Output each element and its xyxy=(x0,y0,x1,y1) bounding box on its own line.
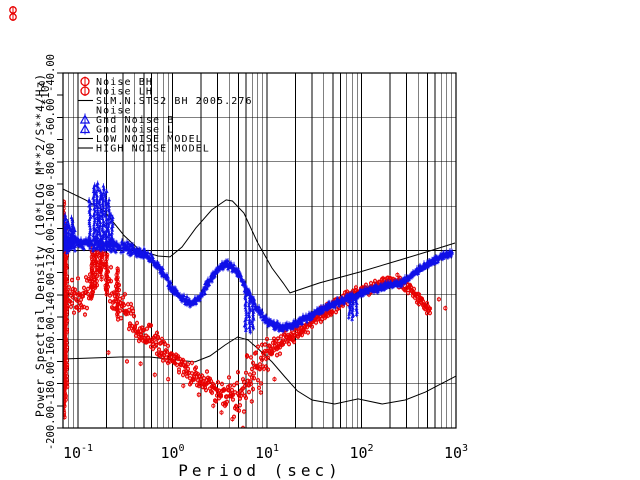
x-tick-label: 101 xyxy=(255,443,279,462)
legend-label-noise-bh: Noise BH xyxy=(96,77,153,88)
x-axis-title: Period (sec) xyxy=(178,461,342,480)
legend: Noise BH Noise LH SLM.N.STS2 BH 2005.276… xyxy=(78,76,253,155)
x-tick-label: 100 xyxy=(160,443,184,462)
x-tick-label: 103 xyxy=(444,443,468,462)
y-axis-title: Power Spectral Density (10*LOG M**2/S**4… xyxy=(33,73,47,417)
legend-label-low-noise-model: LOW NOISE MODEL xyxy=(96,134,203,145)
x-tick-label: 10-1 xyxy=(63,443,93,462)
y-tick-label: -100.00 xyxy=(45,184,57,228)
y-tick-label: -80.00 xyxy=(45,143,57,181)
legend-label-gnd-noise-b: Gnd Noise B xyxy=(96,115,174,126)
y-tick-label: -200.00 xyxy=(45,406,57,450)
y-tick-label: -40.00 xyxy=(45,54,57,92)
legend-label-gnd-noise-l: Gnd Noise L xyxy=(96,125,174,136)
legend-label-high-noise-model: HIGH NOISE MODEL xyxy=(96,144,210,155)
noise-lh-marker-icon xyxy=(80,86,90,96)
y-tick-label: -180.00 xyxy=(45,361,57,405)
y-tick-label: -60.00 xyxy=(45,98,57,136)
legend-label-station: SLM.N.STS2 BH 2005.276 xyxy=(96,96,253,107)
plot-frame xyxy=(62,72,457,429)
y-tick-label: -140.00 xyxy=(45,273,57,317)
legend-label-noise-lh: Noise LH xyxy=(96,87,153,98)
scatter-data xyxy=(63,180,455,428)
y-tick-label: -160.00 xyxy=(45,317,57,361)
y-axis-multiplier: *100 xyxy=(38,80,52,105)
window-corner-glyph xyxy=(9,6,17,21)
legend-label-noise: Noise xyxy=(96,106,132,117)
y-tick-label: -120.00 xyxy=(45,228,57,272)
noise-bh-marker-icon xyxy=(80,76,90,87)
axis-tick-labels: 10-1 100 101 102 103 -40.00 -60.00 -80.00 -100.0… xyxy=(45,54,468,462)
grid-lines xyxy=(57,72,457,429)
x-tick-label: 102 xyxy=(349,443,373,462)
gnd-noise-l-marker-icon xyxy=(79,123,91,135)
